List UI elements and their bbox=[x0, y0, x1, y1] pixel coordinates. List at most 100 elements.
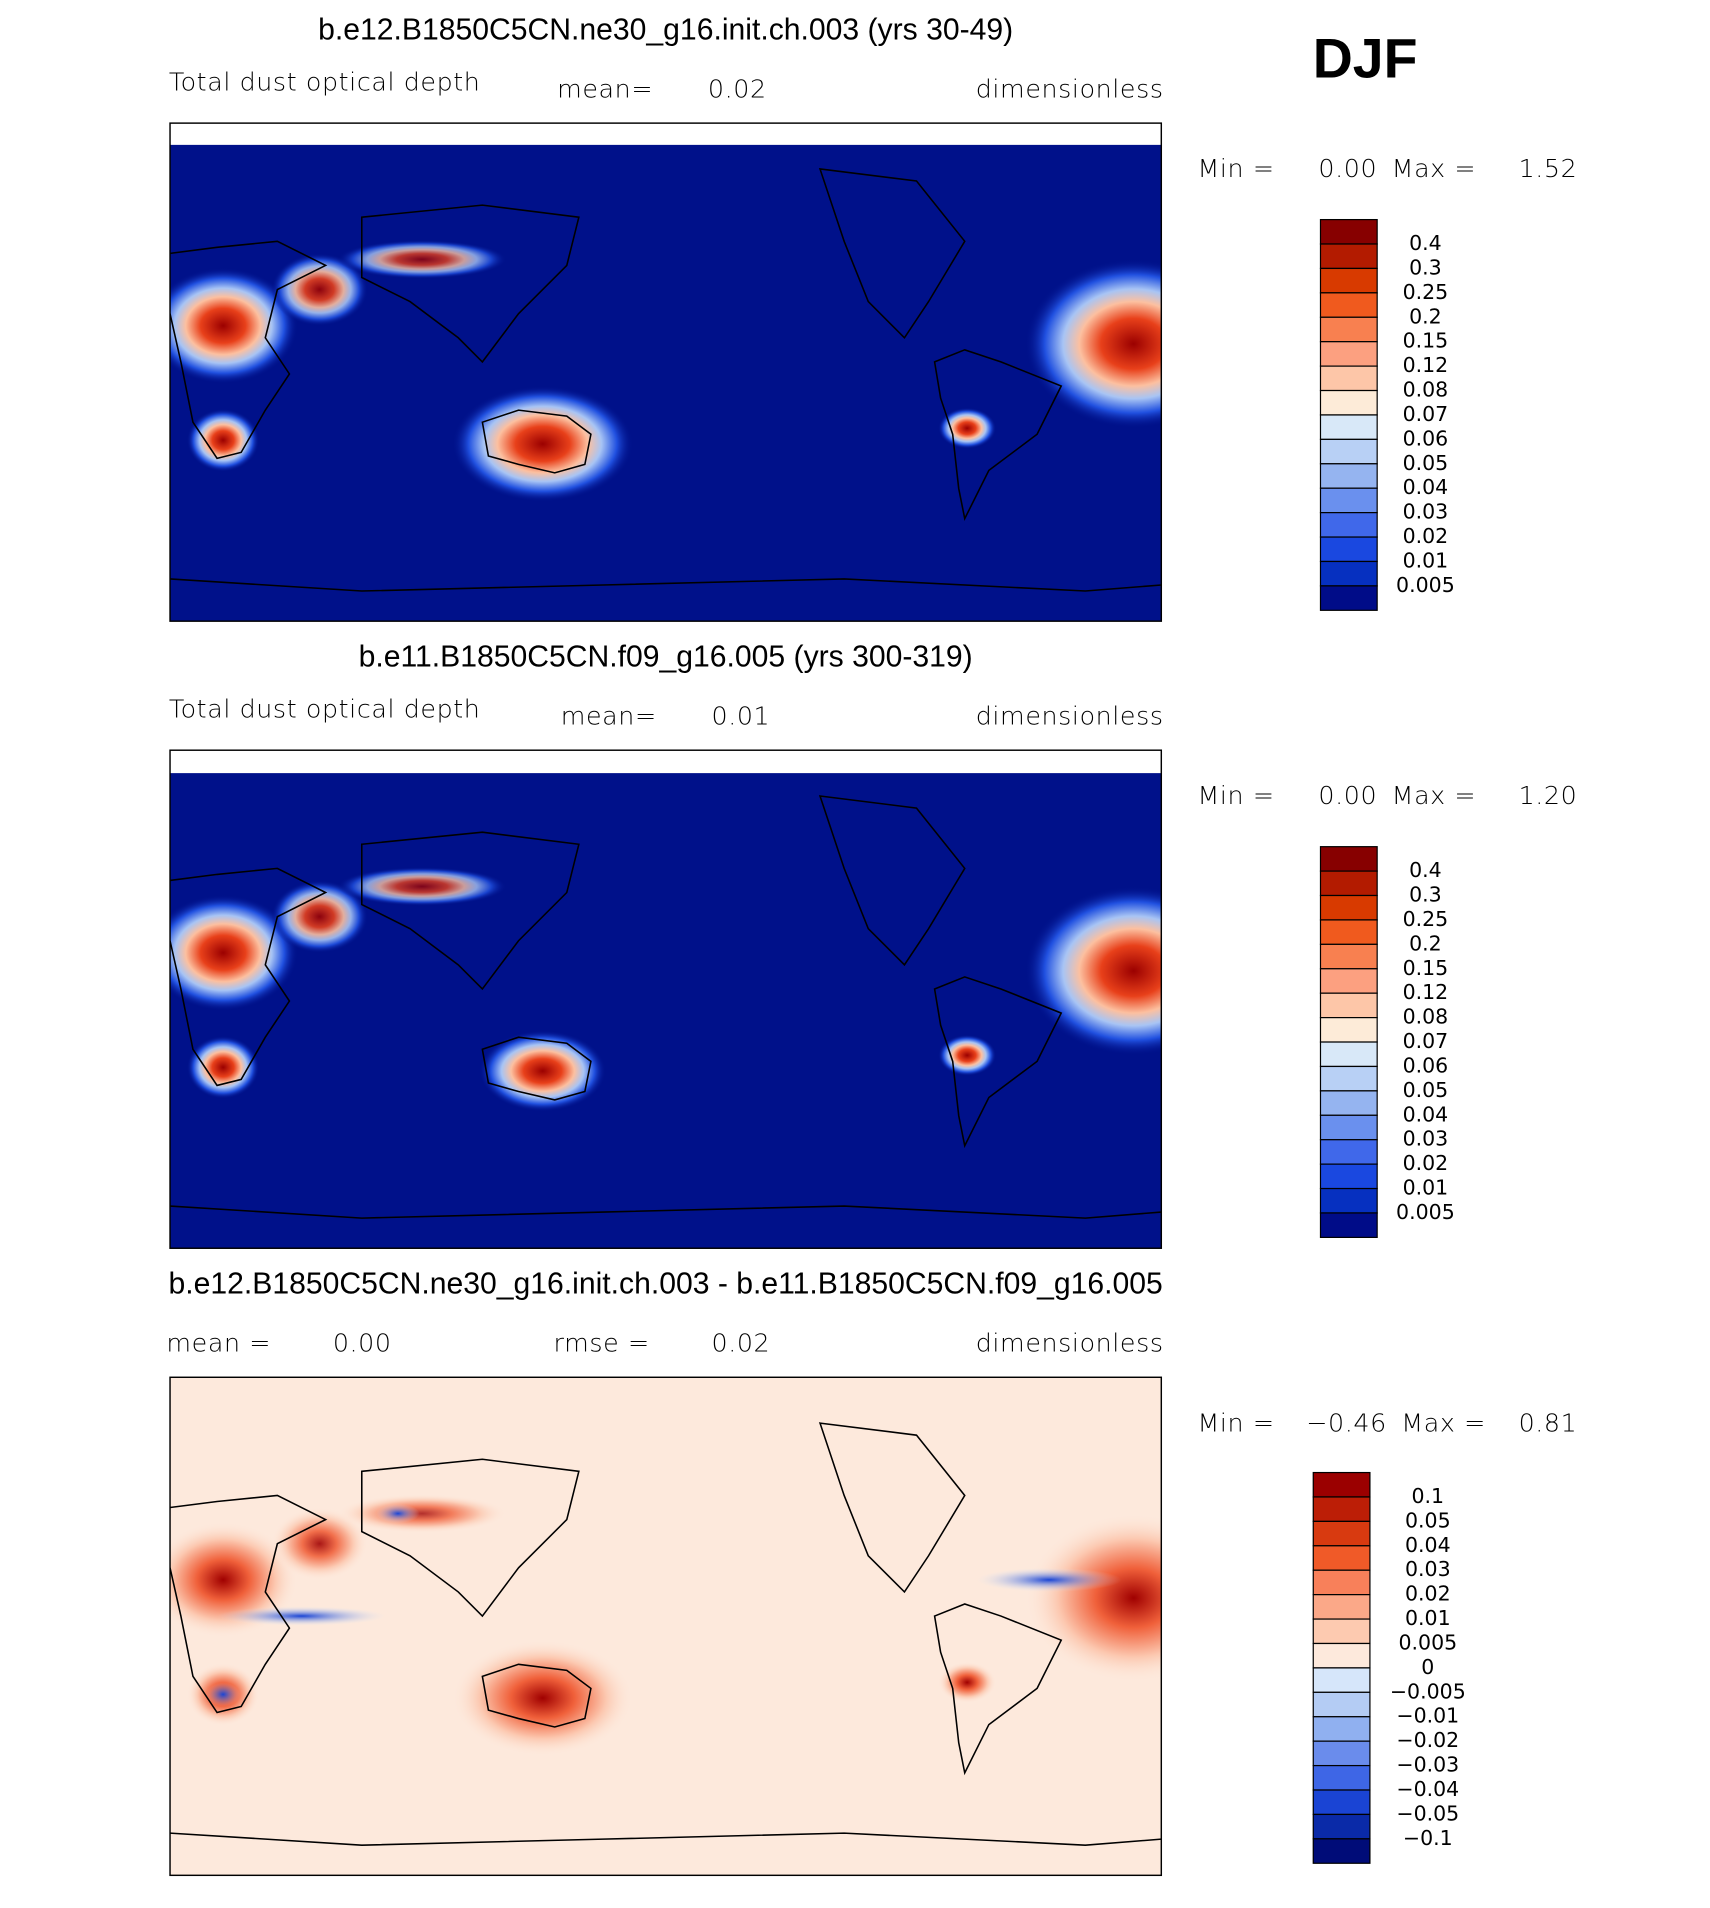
colorbar-box bbox=[1319, 438, 1378, 465]
panel-title: b.e12.B1850C5CN.ne30_g16.init.ch.003 - b… bbox=[169, 1268, 1163, 1301]
colorbar-label: 0.25 bbox=[1403, 907, 1449, 931]
colorbar-box bbox=[1312, 1496, 1371, 1522]
field-blob bbox=[938, 1034, 997, 1076]
field-blob bbox=[271, 253, 368, 326]
field-blob bbox=[271, 880, 368, 953]
colorbar-box bbox=[1319, 1041, 1378, 1068]
colorbar-label: −0.005 bbox=[1390, 1679, 1466, 1703]
colorbar-box bbox=[1319, 585, 1378, 611]
colorbar-box bbox=[1319, 1090, 1378, 1116]
colorbar-label: −0.02 bbox=[1396, 1728, 1459, 1752]
colorbar-box bbox=[1319, 894, 1378, 921]
colorbar-label: 0.05 bbox=[1405, 1508, 1451, 1532]
field-blob-negative bbox=[976, 1567, 1122, 1592]
colorbar-box bbox=[1312, 1471, 1371, 1498]
coastline bbox=[170, 1832, 1162, 1846]
mean-value: 0.02 bbox=[708, 74, 767, 104]
colorbar-box bbox=[1319, 1065, 1378, 1092]
colorbar-box bbox=[1319, 341, 1378, 367]
map-frame bbox=[169, 749, 1163, 1249]
colorbar-box bbox=[1319, 389, 1378, 416]
colorbar-box bbox=[1319, 463, 1378, 489]
colorbar-label: 0.01 bbox=[1403, 548, 1449, 572]
colorbar-box bbox=[1319, 365, 1378, 392]
min-value: 0.00 bbox=[1318, 780, 1377, 810]
coastline bbox=[481, 1663, 592, 1728]
colorbar-label: 0.05 bbox=[1403, 451, 1449, 475]
colorbar-box bbox=[1319, 292, 1378, 318]
map-field bbox=[170, 1377, 1162, 1876]
rmse-label: rmse = bbox=[554, 1328, 650, 1358]
coastline bbox=[481, 1036, 592, 1101]
mean-value: 0.00 bbox=[333, 1328, 392, 1358]
colorbar-label: 0.25 bbox=[1403, 280, 1449, 304]
colorbar-label: 0.02 bbox=[1405, 1582, 1451, 1606]
colorbar-box bbox=[1319, 512, 1378, 538]
field-blob bbox=[452, 386, 634, 502]
field-blob-negative bbox=[376, 1503, 420, 1524]
variable-name: Total dust optical depth bbox=[169, 66, 481, 96]
colorbar-label: −0.05 bbox=[1396, 1801, 1459, 1825]
coastline bbox=[933, 976, 1063, 1149]
field-blob bbox=[186, 1036, 260, 1099]
mean-label: mean= bbox=[557, 74, 653, 104]
colorbar-label: 0.04 bbox=[1403, 1102, 1449, 1126]
min-value: −0.46 bbox=[1306, 1407, 1387, 1437]
colorbar-label: 0.03 bbox=[1403, 500, 1449, 524]
coastline bbox=[170, 578, 1162, 592]
max-label: Max = bbox=[1392, 153, 1477, 183]
colorbar-box bbox=[1312, 1520, 1371, 1547]
colorbar-label: 0.12 bbox=[1403, 980, 1449, 1004]
units: dimensionless bbox=[976, 701, 1164, 731]
colorbar-box bbox=[1312, 1716, 1371, 1742]
colorbar-label: 0.07 bbox=[1403, 1029, 1449, 1053]
colorbar-label: 0.3 bbox=[1409, 255, 1442, 279]
coastline bbox=[818, 795, 966, 967]
panel-title: b.e12.B1850C5CN.ne30_g16.init.ch.003 (yr… bbox=[318, 13, 1013, 46]
colorbar-label: 0.4 bbox=[1409, 231, 1442, 255]
field-blob bbox=[186, 408, 260, 472]
colorbar-label: 0.08 bbox=[1403, 378, 1449, 402]
coastline bbox=[170, 867, 328, 1087]
field-blob bbox=[170, 894, 298, 1011]
colorbar-label: 0.06 bbox=[1403, 1053, 1449, 1077]
field-blob bbox=[452, 1640, 634, 1756]
field-blob bbox=[337, 1494, 507, 1533]
colorbar-label: −0.04 bbox=[1396, 1777, 1459, 1801]
colorbar-label: 0.4 bbox=[1409, 858, 1442, 882]
colorbar-box bbox=[1319, 992, 1378, 1019]
map-background bbox=[170, 773, 1162, 1249]
coastline bbox=[933, 348, 1063, 522]
colorbar-box bbox=[1319, 536, 1378, 563]
map-field bbox=[170, 144, 1162, 622]
season-label: DJF bbox=[1313, 27, 1418, 89]
colorbar-label: 0.03 bbox=[1405, 1557, 1451, 1581]
variable-name: Total dust optical depth bbox=[169, 693, 481, 723]
units: dimensionless bbox=[976, 1328, 1164, 1358]
colorbar-box bbox=[1312, 1618, 1371, 1645]
field-blob bbox=[479, 1030, 606, 1112]
colorbar-label: 0.07 bbox=[1403, 402, 1449, 426]
map-background bbox=[170, 1377, 1162, 1876]
colorbar-box bbox=[1319, 870, 1378, 897]
coastline bbox=[170, 1205, 1162, 1219]
max-value: 1.52 bbox=[1519, 153, 1578, 183]
field-blob bbox=[170, 267, 298, 384]
colorbar-label: 0 bbox=[1421, 1655, 1434, 1679]
colorbar-box bbox=[1312, 1813, 1371, 1840]
colorbar-box bbox=[1319, 560, 1378, 587]
colorbar-label: 0.12 bbox=[1403, 353, 1449, 377]
colorbar-box bbox=[1319, 846, 1378, 872]
colorbar-label: 0.1 bbox=[1412, 1484, 1445, 1508]
colorbar-box bbox=[1312, 1545, 1371, 1571]
colorbar-label: 0.01 bbox=[1403, 1176, 1449, 1200]
colorbar-label: −0.1 bbox=[1403, 1826, 1453, 1850]
colorbar-label: 0.02 bbox=[1403, 524, 1449, 548]
rmse-value: 0.02 bbox=[711, 1328, 770, 1358]
colorbar-box bbox=[1312, 1569, 1371, 1596]
colorbar-box bbox=[1312, 1667, 1371, 1693]
max-value: 0.81 bbox=[1519, 1407, 1578, 1437]
colorbar-box bbox=[1319, 1139, 1378, 1165]
min-value: 0.00 bbox=[1318, 153, 1377, 183]
